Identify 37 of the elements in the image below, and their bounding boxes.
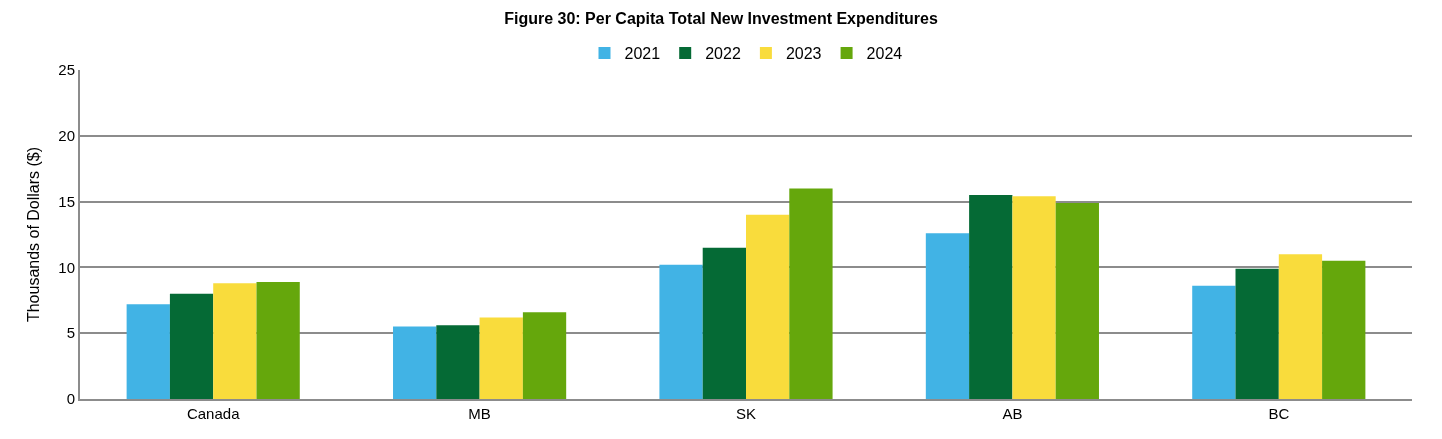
bar <box>1322 260 1366 399</box>
legend-label: 2023 <box>785 45 822 63</box>
bar <box>1235 268 1279 399</box>
bar <box>479 317 523 399</box>
bar <box>789 188 833 399</box>
x-tick-label: Canada <box>186 405 241 422</box>
legend-label: 2022 <box>705 45 741 63</box>
bar <box>746 214 790 399</box>
y-axis-title: Thousands of Dollars ($) <box>24 146 42 323</box>
bar <box>169 293 214 399</box>
y-tick-label: 0 <box>66 390 75 408</box>
bar <box>256 281 300 399</box>
y-tick-label: 5 <box>66 324 75 342</box>
bar <box>1192 285 1236 399</box>
legend-label: 2024 <box>866 45 903 63</box>
y-tick-label: 20 <box>58 127 75 145</box>
bar <box>925 233 970 399</box>
x-tick-label: MB <box>468 405 491 422</box>
y-tick-label: 25 <box>58 61 75 79</box>
x-tick-label: SK <box>735 405 757 422</box>
bar <box>126 304 170 399</box>
bar <box>522 312 567 399</box>
x-tick-label: AB <box>1002 405 1023 422</box>
y-tick-label: 15 <box>58 192 75 210</box>
bar <box>393 326 437 399</box>
bar <box>1055 202 1099 399</box>
chart-title: Figure 30: Per Capita Total New Investment Expenditures <box>504 10 938 28</box>
bar <box>213 283 257 399</box>
bar <box>702 247 746 399</box>
bar <box>659 264 703 399</box>
y-tick-label: 10 <box>58 258 75 276</box>
bar <box>1012 196 1056 399</box>
bar <box>969 195 1013 399</box>
legend-label: 2021 <box>624 45 661 63</box>
x-tick-label: BC <box>1268 405 1290 422</box>
bar <box>436 325 480 399</box>
bar <box>1278 254 1323 399</box>
